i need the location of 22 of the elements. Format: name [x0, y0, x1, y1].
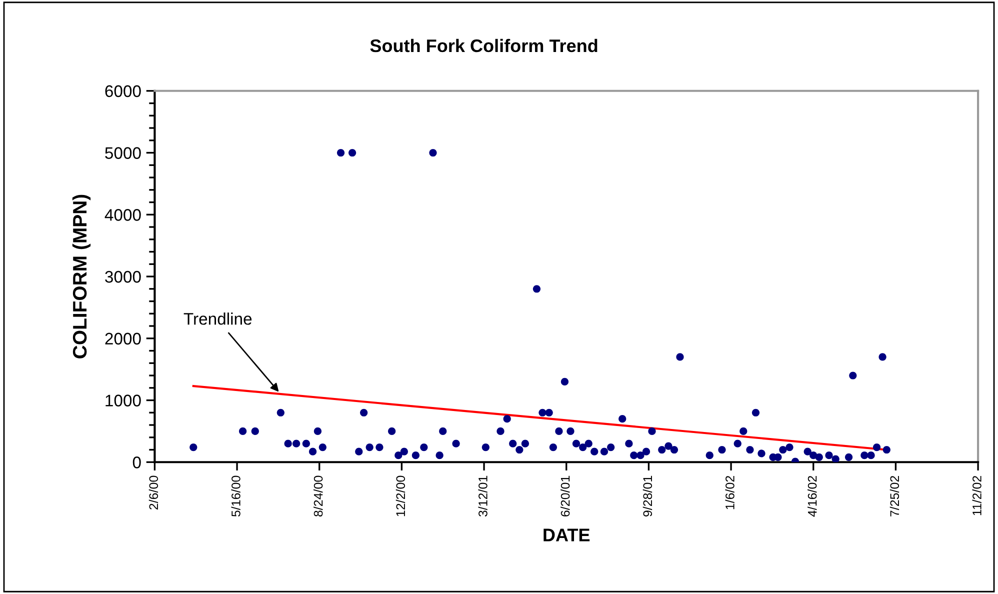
annotation: Trendline: [184, 312, 252, 325]
x-tick-label: 4/16/02: [808, 476, 817, 517]
chart-title: South Fork Coliform Trend: [370, 38, 598, 52]
x-tick-label: 2/6/00: [148, 476, 158, 510]
x-axis-title: DATE: [544, 528, 590, 542]
y-tick-label: 4000: [104, 209, 141, 221]
y-tick-label: 2000: [105, 332, 141, 345]
x-tick-label: 8/24/00: [314, 476, 323, 516]
y-axis-title: COLIFORM (MPN): [72, 194, 91, 358]
x-tick-label: 7/25/02: [890, 476, 900, 516]
x-tick-label: 5/16/00: [231, 476, 240, 517]
x-tick-label: 3/12/01: [478, 476, 488, 517]
x-tick-label: 6/20/01: [560, 476, 570, 516]
x-tick-label: 1/6/02: [725, 476, 734, 510]
x-tick-label: 9/28/01: [642, 476, 652, 516]
y-tick-label: 1000: [106, 394, 141, 406]
x-tick-label: 12/2/00: [396, 476, 406, 516]
y-tick-label: 3000: [105, 270, 141, 283]
y-tick-label: 0: [132, 456, 141, 468]
y-tick-label: 5000: [105, 147, 141, 159]
x-tick-label: 11/2/02: [972, 476, 982, 516]
y-tick-label: 6000: [105, 85, 141, 98]
